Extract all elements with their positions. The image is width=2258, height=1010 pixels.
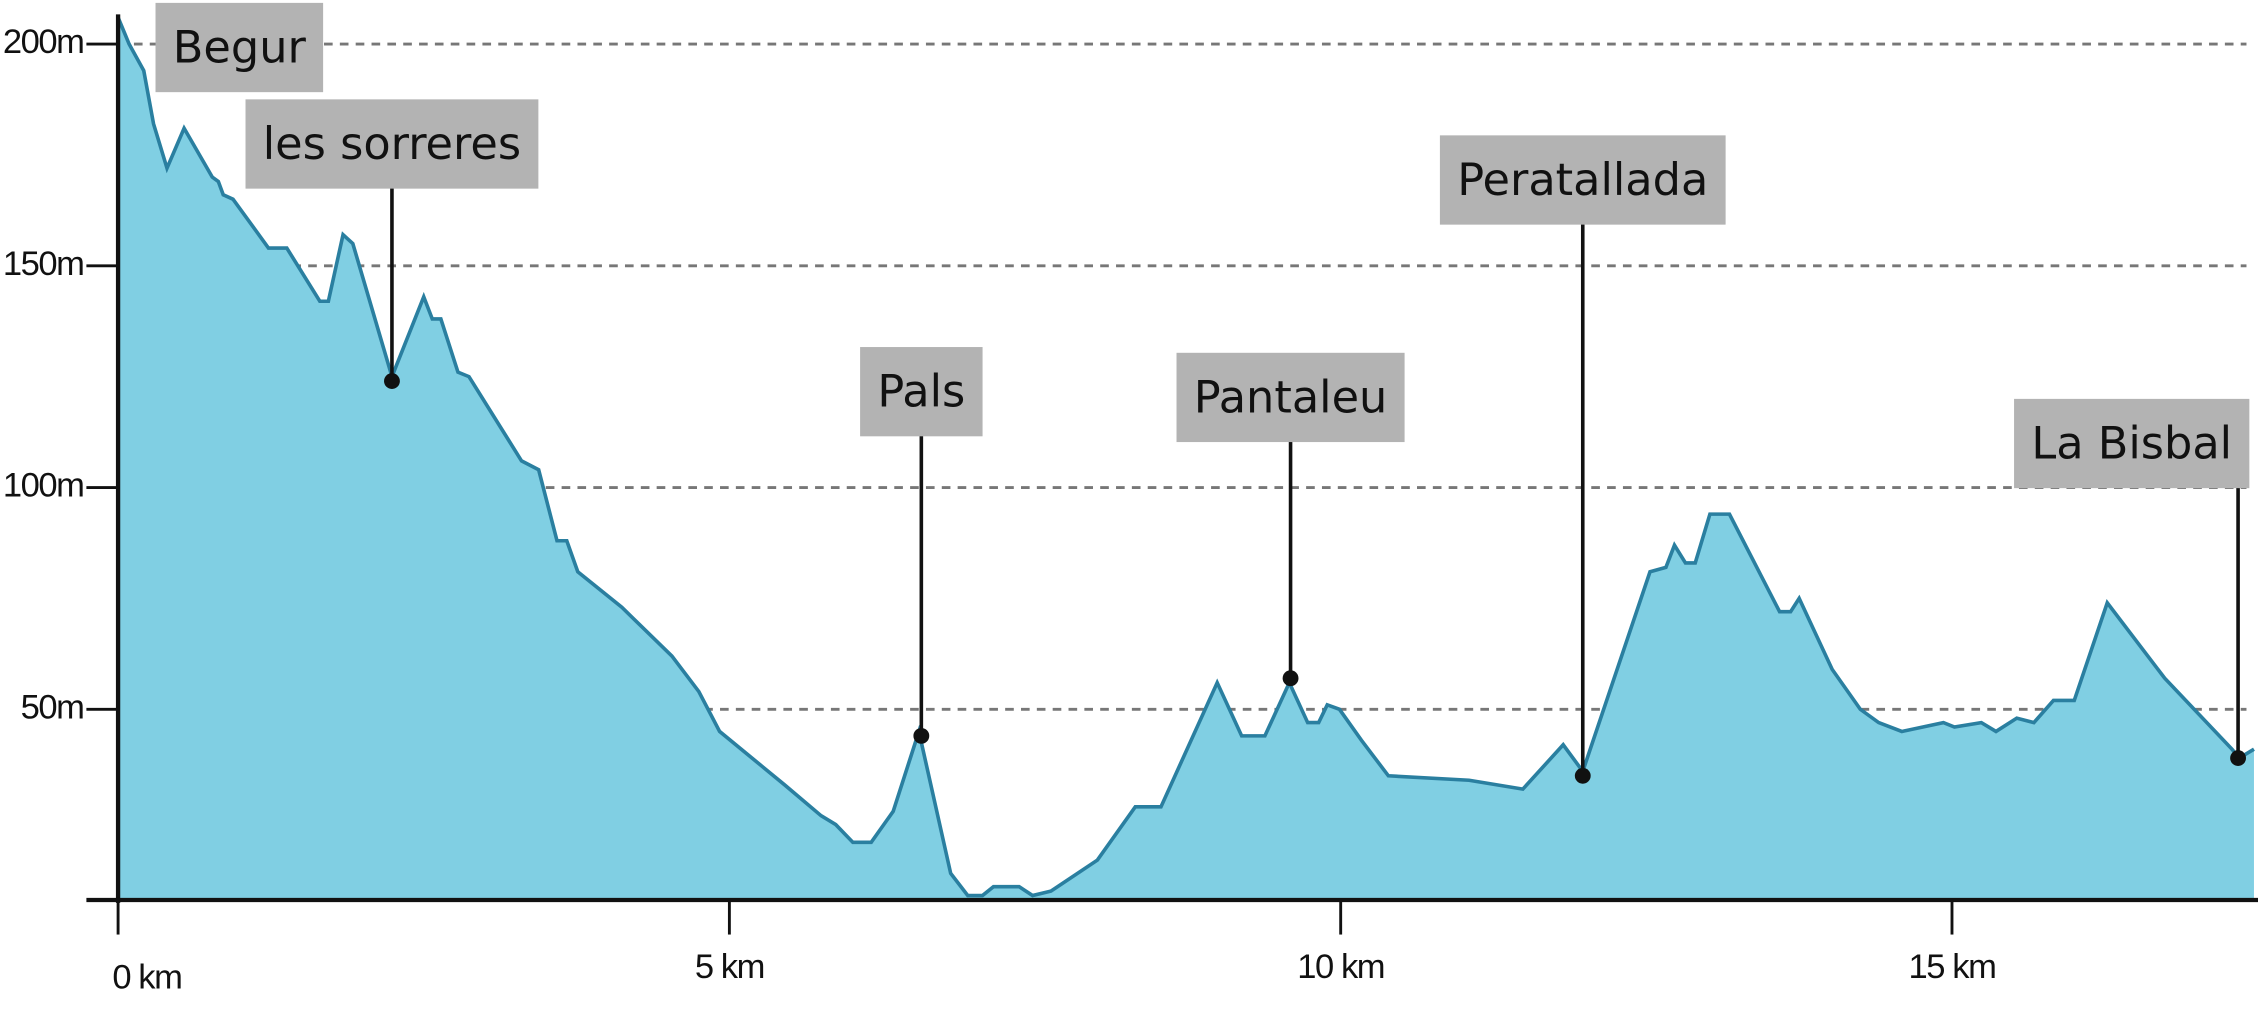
- x-tick-label: 15 km: [1909, 948, 1996, 986]
- profile-line: [116, 16, 2255, 898]
- y-tick-label: 100m: [3, 467, 84, 505]
- label-box: [1176, 352, 1405, 443]
- place-marker: [1574, 767, 1591, 784]
- place-label: Begur: [173, 21, 307, 73]
- annotation: La Bisbal: [2014, 398, 2250, 766]
- label-box: [860, 347, 983, 437]
- place-marker: [1282, 670, 1299, 687]
- place-marker: [913, 727, 930, 744]
- annotation: Pals: [860, 347, 983, 744]
- place-label: les sorreres: [263, 118, 521, 170]
- x-tick-label: 10 km: [1297, 948, 1384, 986]
- place-label: Pantaleu: [1194, 371, 1388, 423]
- place-marker: [384, 373, 400, 389]
- label-box: [1439, 135, 1726, 225]
- annotation: les sorreres: [245, 99, 539, 389]
- place-label: La Bisbal: [2031, 417, 2232, 469]
- label-box: [155, 2, 324, 93]
- area: [118, 17, 2254, 900]
- annotation: Pantaleu: [1176, 352, 1405, 687]
- x-tick-label: 0 km: [112, 958, 181, 996]
- x-tick-label: 5 km: [695, 948, 764, 986]
- place-label: Pals: [877, 366, 965, 418]
- label-box: [245, 99, 539, 189]
- y-tick-label: 150m: [3, 245, 84, 283]
- annotation: Peratallada: [1439, 135, 1726, 784]
- annotation: Begur: [155, 2, 324, 93]
- y-tick-label: 200m: [3, 23, 84, 61]
- place-label: Peratallada: [1457, 154, 1708, 206]
- place-marker: [2230, 750, 2246, 766]
- y-tick-label: 50m: [21, 688, 84, 726]
- label-box: [2014, 398, 2250, 489]
